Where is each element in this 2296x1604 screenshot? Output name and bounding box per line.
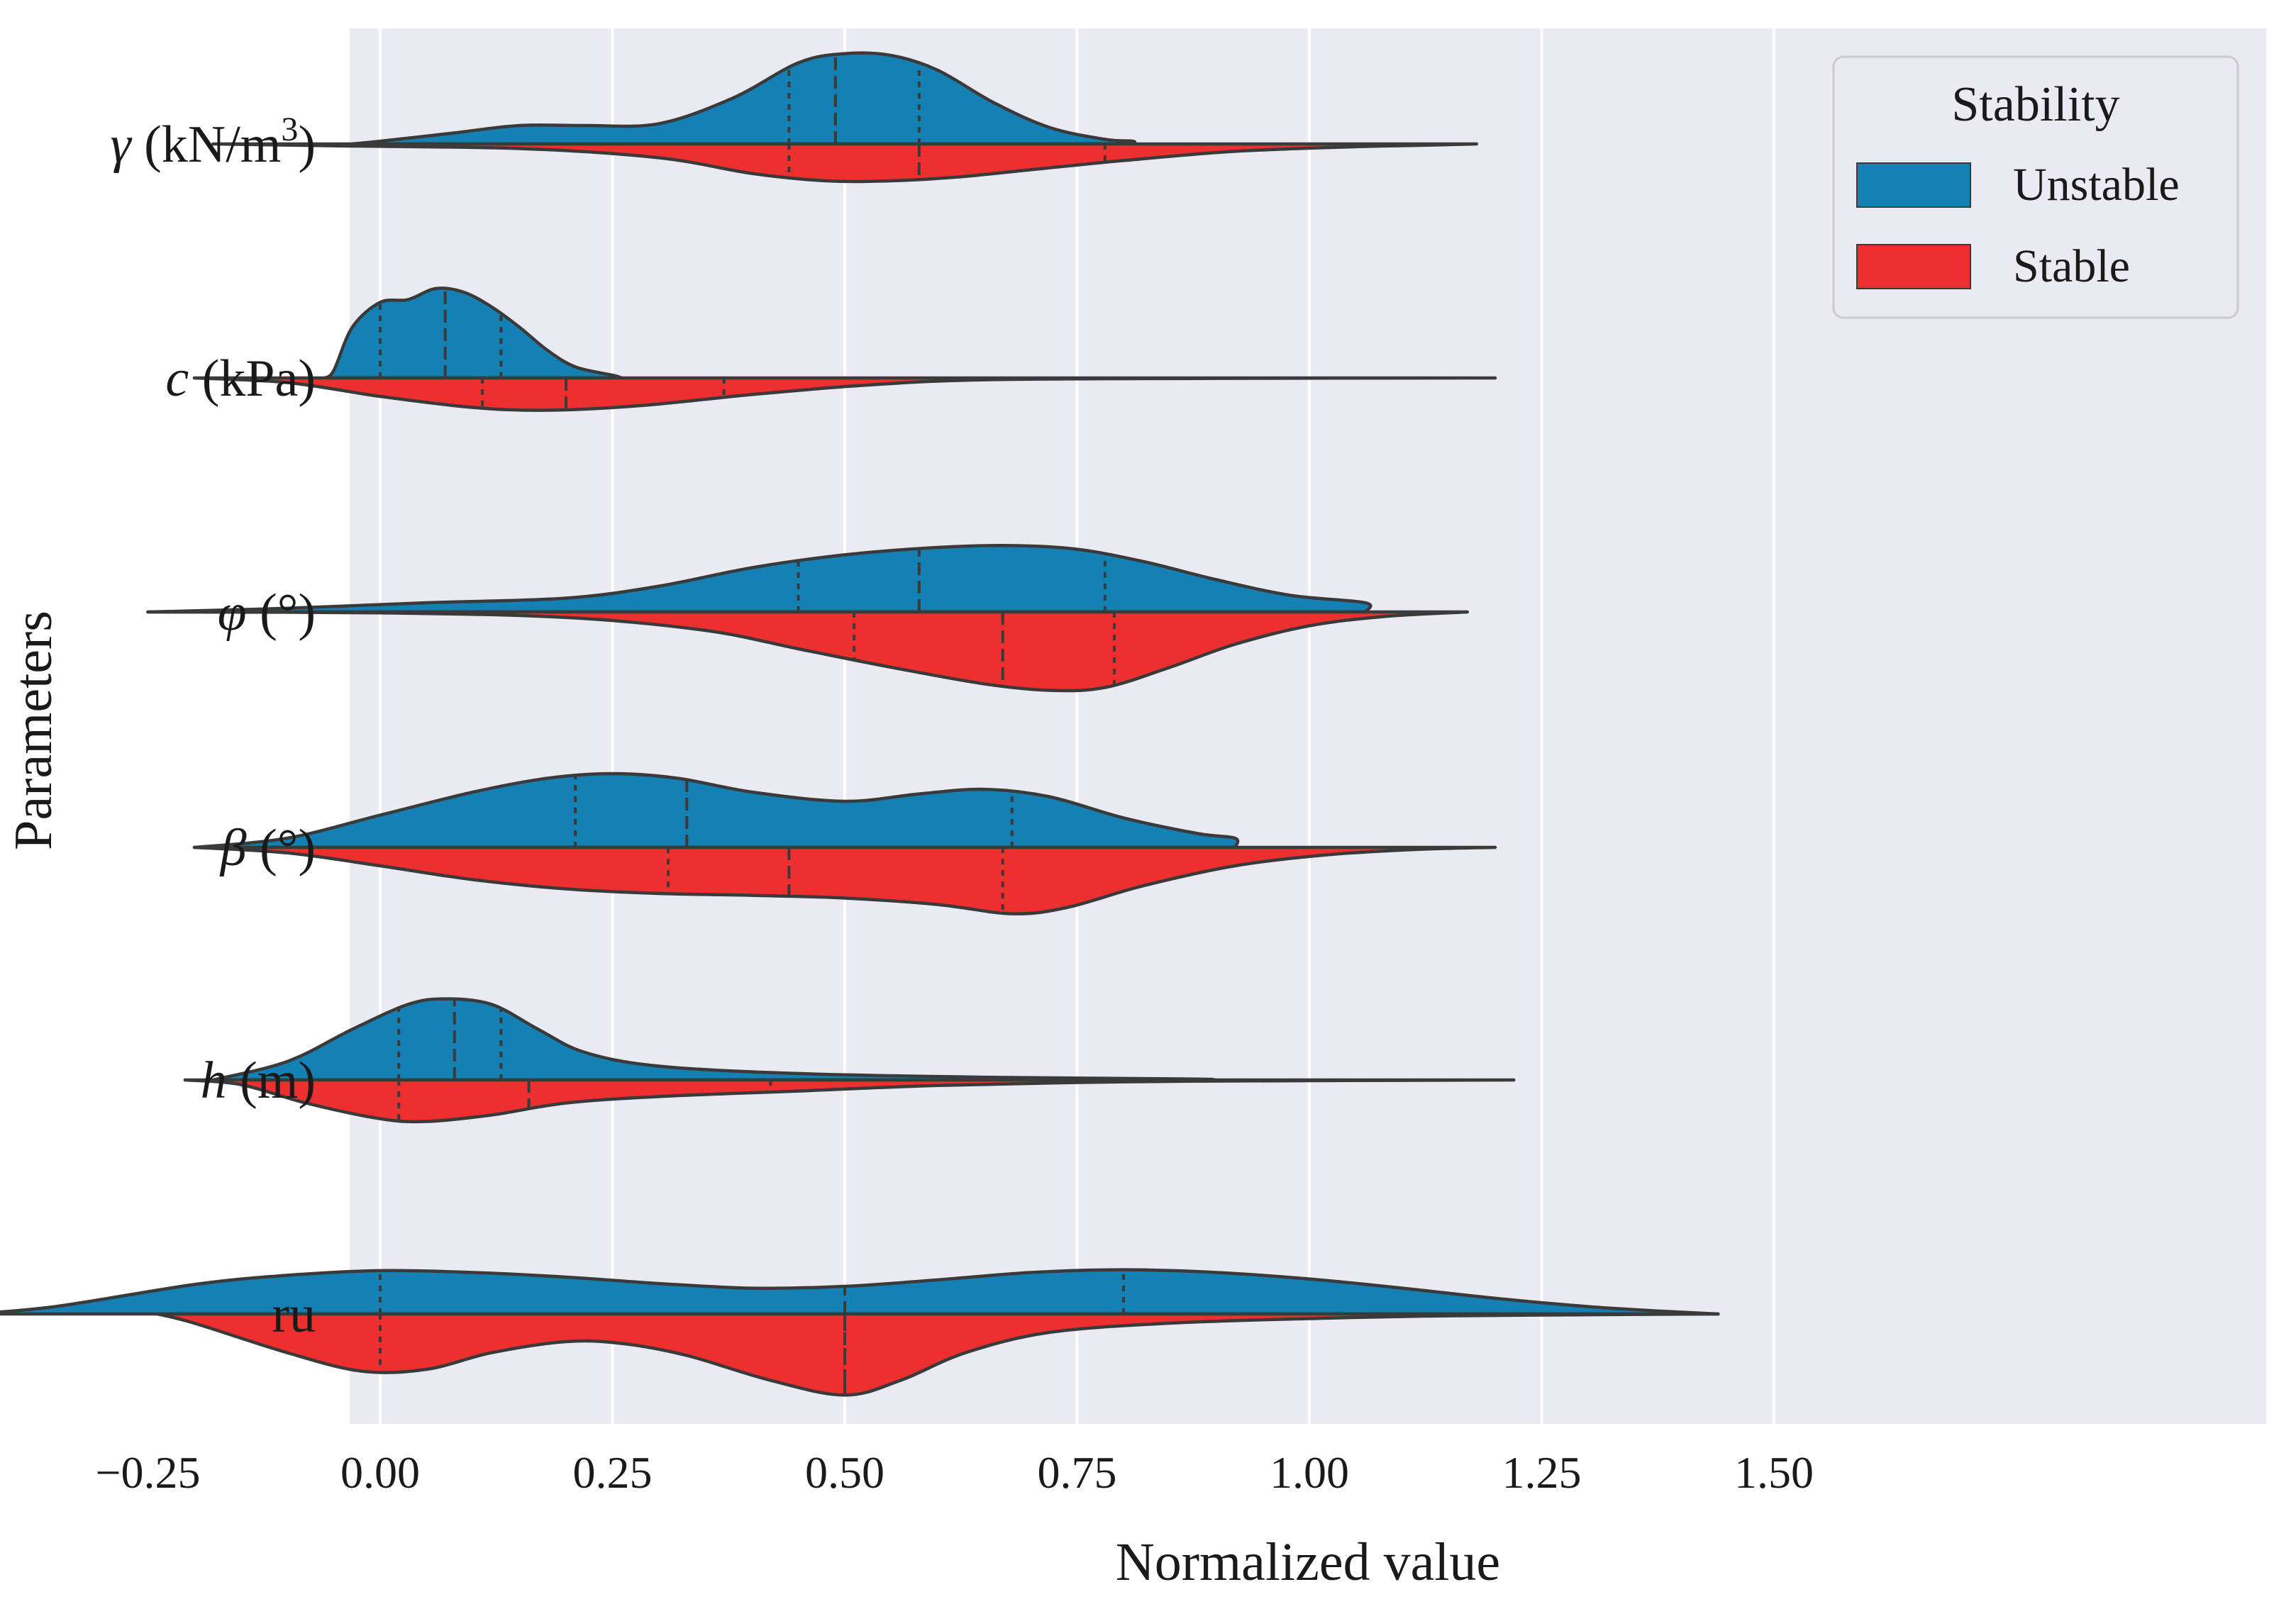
y-category-label: h (m) [201,1052,316,1110]
violin-half-stable [146,610,1469,693]
violin-half-stable [192,376,1497,412]
x-axis-title: Normalized value [1116,1532,1500,1592]
violin-half-unstable [0,1268,1720,1316]
x-axis-ticks: −0.50−0.250.000.250.500.751.001.251.50 [95,1447,1814,1498]
x-tick-label: 0.25 [573,1447,653,1498]
violin-half-stable [183,1078,1516,1124]
legend: Stability Unstable Stable [1832,55,2239,319]
x-tick-label: 1.50 [1734,1447,1814,1498]
y-category-label: c (kPa) [165,350,316,408]
y-axis-title: Parameters [4,611,63,850]
violin-h [183,997,1516,1124]
violin-half-unstable [211,997,1216,1082]
y-axis-categories: γ (kN/m3) c (kPa) φ (°) β (°) h (m) ru [110,111,316,1344]
legend-swatch-stable [1856,244,1971,289]
x-tick-label: 1.00 [1270,1447,1349,1498]
violin-gamma [211,51,1479,184]
violin-half-unstable [192,772,1240,850]
violin-half-unstable [350,51,1137,146]
legend-title: Stability [1951,77,2119,132]
legend-swatch-unstable [1856,162,1971,208]
gridlines [146,28,1775,1424]
violin-half-stable [155,1312,1720,1397]
violin-half-stable [211,142,1479,184]
legend-label-unstable: Unstable [2013,159,2180,211]
x-tick-label: 1.25 [1502,1447,1582,1498]
x-tick-label: 0.50 [805,1447,884,1498]
y-category-label: β (°) [219,819,316,877]
violin-half-stable [192,845,1497,915]
y-category-label: ru [272,1286,316,1344]
legend-label-stable: Stable [2013,240,2130,292]
violin-ru [0,1268,1720,1397]
violins [0,51,1720,1397]
violin-phi [146,544,1469,693]
x-tick-label: 0.75 [1038,1447,1117,1498]
x-tick-label: −0.25 [95,1447,200,1498]
violin-half-unstable [323,286,623,380]
violin-c [192,286,1497,412]
violin-half-unstable [146,544,1372,614]
x-tick-label: 0.00 [340,1447,420,1498]
y-category-label: γ (kN/m3) [110,111,316,174]
violin-beta [192,772,1497,915]
y-category-label: φ (°) [218,584,316,642]
